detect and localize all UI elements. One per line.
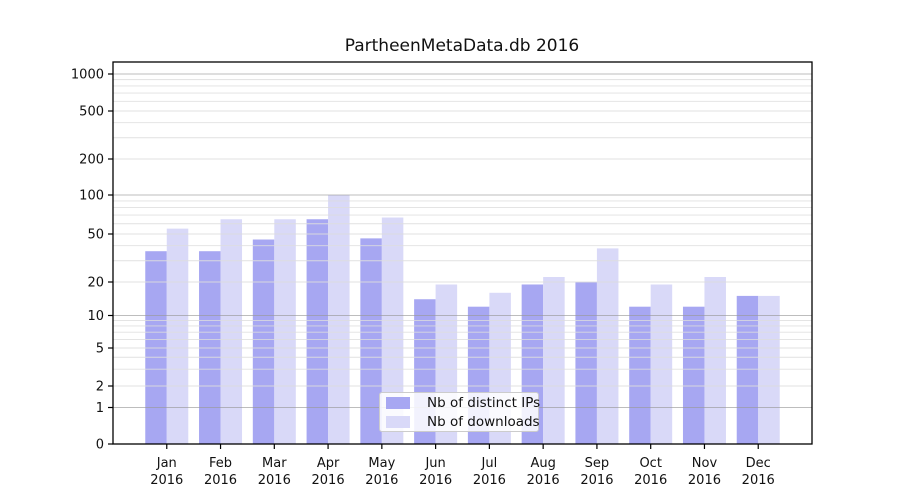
bar-sep-downloads — [596, 248, 619, 444]
y-tick-label-1000: 1000 — [71, 68, 104, 83]
legend-label-distinct-ips: Nb of distinct IPs — [427, 394, 541, 411]
y-tick-label-100: 100 — [79, 189, 104, 204]
x-tick-label-aug: Aug 2016 — [527, 456, 560, 488]
y-tick-label-50: 50 — [87, 228, 104, 243]
x-tick-label-jun: Jun 2016 — [419, 456, 452, 488]
legend-swatch-downloads — [386, 415, 410, 428]
plot-border — [112, 61, 813, 445]
x-tick-label-jul: Jul 2016 — [473, 456, 506, 488]
bar-apr-distinct-ips — [306, 219, 329, 444]
bar-aug-downloads — [543, 277, 565, 444]
x-tick-label-apr: Apr 2016 — [312, 456, 345, 488]
bar-jan-downloads — [166, 228, 189, 444]
bar-mar-downloads — [274, 219, 296, 444]
chart-title: PartheenMetaData.db 2016 — [345, 36, 579, 56]
x-tick-label-mar: Mar 2016 — [258, 456, 291, 488]
bar-may-downloads — [381, 217, 404, 444]
grid-layer — [113, 73, 812, 409]
bar-sep-distinct-ips — [575, 282, 597, 444]
x-tick-label-oct: Oct 2016 — [634, 456, 667, 488]
y-tick-label-1: 1 — [96, 401, 104, 416]
axes-layer — [112, 61, 813, 445]
bar-oct-distinct-ips — [629, 306, 651, 444]
x-tick-label-feb: Feb 2016 — [204, 456, 237, 488]
legend-label-downloads: Nb of downloads — [427, 413, 540, 430]
bar-nov-distinct-ips — [682, 306, 705, 444]
x-tick-label-jan: Jan 2016 — [150, 456, 183, 488]
bar-dec-downloads — [758, 295, 780, 444]
x-tick-label-dec: Dec 2016 — [742, 456, 775, 488]
x-tick-label-may: May 2016 — [365, 456, 398, 488]
legend-swatch-distinct-ips — [386, 396, 410, 409]
legend-row-distinct-ips: Nb of distinct IPs — [386, 394, 541, 411]
x-tick-label-nov: Nov 2016 — [688, 456, 721, 488]
legend: Nb of distinct IPs Nb of downloads — [379, 392, 541, 432]
bar-may-distinct-ips — [360, 238, 382, 444]
bar-nov-downloads — [704, 277, 726, 444]
bar-mar-distinct-ips — [252, 239, 275, 444]
y-tick-label-500: 500 — [79, 105, 104, 120]
y-tick-label-20: 20 — [87, 276, 104, 291]
bar-feb-downloads — [220, 219, 243, 444]
legend-row-downloads: Nb of downloads — [386, 413, 540, 430]
y-tick-label-10: 10 — [87, 309, 104, 324]
bar-oct-downloads — [650, 284, 673, 444]
bar-dec-distinct-ips — [736, 295, 759, 444]
y-tick-label-2: 2 — [96, 380, 104, 395]
x-tick-label-sep: Sep 2016 — [580, 456, 613, 488]
y-tick-label-5: 5 — [96, 342, 104, 357]
ticks-layer: 0 1 2 5 10 20 50 100 200 500 1000 Jan 2016 Feb 2016 Mar… — [71, 68, 775, 489]
y-tick-label-0: 0 — [96, 438, 104, 453]
bar-apr-downloads — [328, 195, 350, 444]
y-tick-label-200: 200 — [79, 153, 104, 168]
